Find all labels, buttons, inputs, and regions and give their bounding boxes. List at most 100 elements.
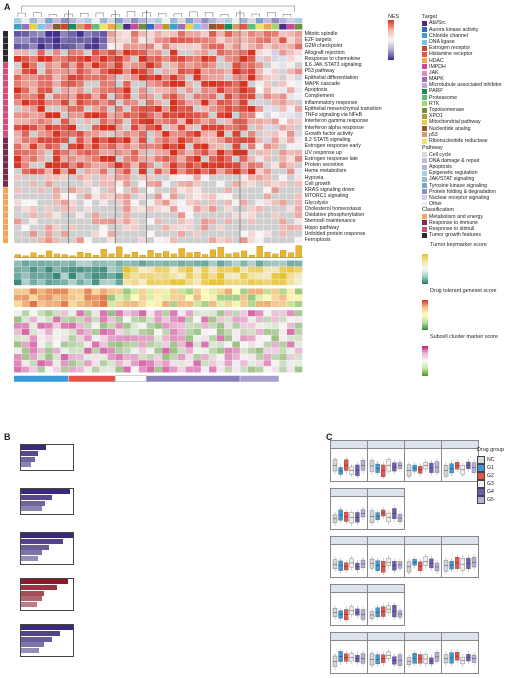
- target-cell: [287, 24, 295, 30]
- nes-cell: [92, 87, 100, 94]
- nes-cell: [170, 224, 178, 231]
- hallmark-label: Interferon gamma response: [304, 118, 369, 125]
- classification-cell: [3, 231, 8, 237]
- nes-cell: [29, 131, 37, 137]
- nes-cell: [216, 168, 225, 175]
- subcell-cell: [255, 360, 264, 367]
- nes-cell: [45, 93, 53, 100]
- nes-cell: [232, 224, 240, 231]
- go-bar: [21, 445, 46, 450]
- nes-cell: [216, 81, 225, 87]
- nes-cell: [68, 237, 76, 244]
- nes-cell: [45, 212, 53, 219]
- boxplot-panel: [330, 440, 490, 676]
- nes-cell: [154, 81, 162, 87]
- dtp-cell: [185, 301, 194, 307]
- subcell-cell: [138, 329, 147, 335]
- nes-cell: [14, 81, 22, 87]
- nes-cell: [294, 87, 303, 94]
- keymarker-cell: [123, 266, 131, 273]
- nes-cell: [279, 87, 287, 94]
- nes-cell: [14, 168, 22, 175]
- nes-cell: [170, 162, 178, 169]
- subcell-cell: [21, 322, 30, 329]
- nes-cell: [60, 143, 69, 150]
- keymarker-cell: [53, 279, 61, 286]
- gr50-bar: [186, 252, 193, 258]
- boxplot-marks: [406, 458, 440, 479]
- keymarker-cell: [21, 266, 30, 273]
- subcell-cell: [232, 310, 240, 317]
- nes-cell: [92, 112, 100, 119]
- nes-cell: [92, 137, 100, 144]
- nes-cell: [60, 81, 69, 87]
- target-cell: [60, 24, 69, 30]
- nes-cell: [76, 174, 84, 181]
- nes-cell: [154, 87, 162, 94]
- dtp-cell: [170, 294, 178, 301]
- dtp-cell: [123, 288, 131, 295]
- nes-cell: [232, 137, 240, 144]
- keymarker-cell: [224, 273, 233, 279]
- nes-cell: [162, 87, 170, 94]
- nes-cell: [170, 131, 178, 137]
- nes-cell: [170, 37, 178, 44]
- classification-cell: [3, 56, 8, 62]
- nes-cell: [224, 187, 232, 194]
- nes-cell: [185, 168, 193, 175]
- classification-cell: [3, 212, 8, 219]
- boxplot-fut3: [330, 536, 368, 578]
- nes-cell: [92, 218, 100, 225]
- nes-cell: [138, 43, 147, 50]
- subcell-cell: [29, 335, 38, 342]
- nes-cell: [185, 137, 193, 144]
- hallmark-label: Oxidative phosphorylation: [304, 212, 365, 219]
- nes-cell: [294, 156, 303, 162]
- nes-cell: [29, 237, 37, 244]
- pathway-cell: [53, 18, 61, 24]
- nes-cell: [131, 181, 139, 187]
- subcell-cell: [162, 347, 170, 354]
- nes-cell: [154, 162, 162, 169]
- nes-cell: [138, 137, 147, 144]
- boxplot-top2a: [441, 632, 479, 674]
- nes-cell: [224, 231, 232, 237]
- classification-cell: [3, 74, 8, 81]
- nes-cell: [154, 124, 162, 131]
- nes-cell: [99, 37, 108, 44]
- nes-cell: [162, 131, 170, 137]
- nes-cell: [185, 49, 193, 56]
- subcell-cell: [99, 329, 108, 335]
- nes-cell: [131, 43, 139, 50]
- target-item: Histamine receptor: [422, 51, 518, 57]
- nes-cell: [255, 112, 264, 119]
- nes-cell: [209, 149, 217, 156]
- target-label: PARP: [429, 88, 443, 95]
- nes-cell: [232, 99, 240, 106]
- nes-cell: [60, 206, 69, 212]
- nes-cell: [68, 143, 76, 150]
- nes-cell: [294, 212, 303, 219]
- nes-cell: [201, 187, 209, 194]
- subcell-cell: [209, 316, 217, 323]
- nes-cell: [123, 237, 131, 244]
- nes-cell: [76, 137, 84, 144]
- nes-cell: [84, 74, 92, 81]
- keymarker-cell: [84, 266, 92, 273]
- nes-cell: [84, 199, 92, 206]
- hallmark-label: P53 pathway: [304, 68, 335, 75]
- subcell-cell: [255, 310, 264, 317]
- subcell-cell: [21, 347, 30, 354]
- subcell-cell: [154, 322, 162, 329]
- target-cell: [29, 24, 38, 30]
- nes-cell: [185, 68, 193, 75]
- nes-cell: [21, 143, 30, 150]
- subcell-cell: [271, 354, 279, 360]
- nes-cell: [37, 162, 45, 169]
- nes-cell: [45, 224, 53, 231]
- nes-cell: [131, 199, 139, 206]
- gr50-bar: [233, 252, 240, 258]
- nes-cell: [21, 68, 30, 75]
- nes-cell: [53, 143, 61, 150]
- nes-cell: [224, 168, 232, 175]
